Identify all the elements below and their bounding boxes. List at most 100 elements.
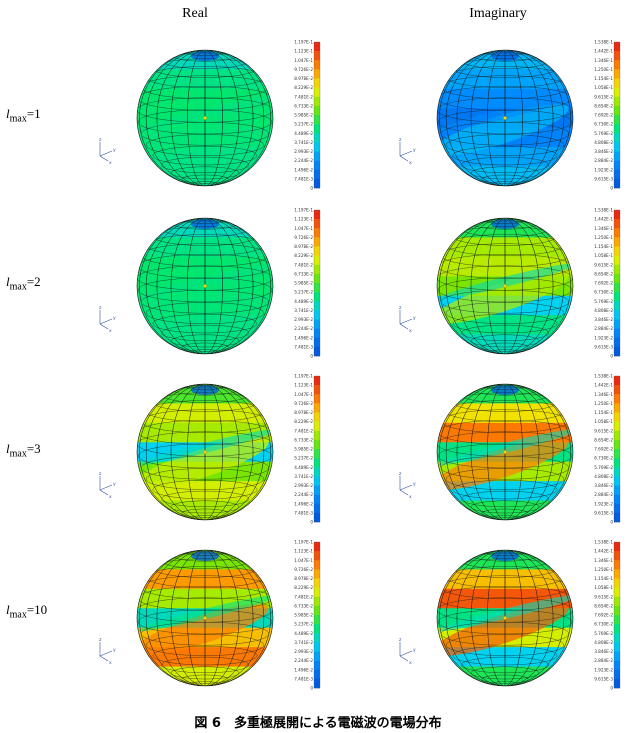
axis-triad: z y x	[99, 306, 116, 334]
colorbar-segment	[314, 169, 320, 180]
grid-line	[452, 146, 558, 166]
sphere-surface	[437, 218, 573, 354]
colorbar-segment	[614, 476, 620, 486]
colorbar-tick-label: 7.481E-3	[294, 676, 313, 681]
field-band	[137, 69, 273, 90]
grid-line	[452, 480, 558, 500]
colorbar-segment	[314, 328, 320, 339]
row-label-symbol: l	[6, 441, 10, 456]
grid-line	[145, 550, 265, 686]
grid-line	[170, 550, 240, 686]
grid-line	[437, 443, 573, 469]
colorbar-tick-label: 9.726E-2	[294, 401, 313, 406]
colorbar-segment	[314, 105, 320, 116]
axis-label-x: x	[409, 329, 412, 334]
colorbar-tick-label: 0	[610, 354, 613, 359]
colorbar-tick-label: 7.692E-2	[594, 447, 613, 452]
colorbar-segment	[314, 310, 320, 320]
axis-label-z: z	[399, 138, 402, 143]
grid-line	[470, 218, 540, 354]
colorbar-segment	[614, 633, 620, 643]
colorbar-tick-label: 1.538E-1	[594, 540, 613, 545]
colorbar-tick-label: 9.615E-3	[594, 344, 613, 349]
colorbar-tick-label: 9.615E-2	[594, 94, 613, 99]
colorbar-tick-label: 1.197E-1	[294, 374, 313, 379]
axis-label-y: y	[113, 648, 116, 653]
colorbar-tick-label: 5.985E-2	[294, 613, 313, 618]
grid-line	[193, 384, 217, 386]
colorbar-tick-label: 1.123E-1	[294, 549, 313, 554]
colorbar-tick-label: 6.733E-2	[294, 603, 313, 608]
colorbar-segment	[314, 578, 320, 588]
colorbar-segment	[614, 494, 620, 505]
grid-line	[481, 342, 529, 352]
grid-line	[170, 384, 240, 520]
center-marker	[503, 116, 507, 120]
row-label-3: lmax=3	[6, 441, 41, 460]
axis-triad: z y x	[399, 306, 416, 334]
colorbar-segment	[314, 439, 320, 450]
colorbar-tick-label: 1.123E-1	[294, 217, 313, 222]
colorbar-segment	[614, 485, 620, 495]
grid-line	[481, 174, 529, 184]
grid-line	[493, 50, 517, 52]
grid-line	[437, 109, 573, 135]
colorbar-tick-label: 1.346E-1	[594, 226, 613, 231]
grid-line	[493, 218, 517, 220]
colorbar-segment	[314, 385, 320, 395]
colorbar-tick-label: 1.058E-1	[594, 253, 613, 258]
colorbar-segment	[314, 467, 320, 477]
colorbar-tick-label: 1.250E-1	[594, 67, 613, 72]
colorbar-segment	[314, 124, 320, 134]
sphere-outline	[436, 383, 574, 521]
colorbar-tick-label: 3.741E-2	[294, 640, 313, 645]
grid-line	[181, 508, 229, 518]
colorbar-segment	[314, 319, 320, 329]
colorbar-tick-label: 1.346E-1	[594, 558, 613, 563]
colorbar-tick-label: 4.808E-2	[594, 308, 613, 313]
colorbar-segment	[614, 569, 620, 579]
colorbar-segment	[614, 255, 620, 266]
colorbar-segment	[314, 669, 320, 680]
center-marker	[503, 616, 507, 620]
colorbar-tick-label: 3.741E-2	[294, 308, 313, 313]
grid-line	[470, 500, 540, 514]
colorbar-segment	[314, 560, 320, 570]
field-band	[191, 551, 219, 561]
grid-line	[156, 50, 254, 186]
colorbar-tick-label: 1.250E-1	[594, 567, 613, 572]
colorbar-segment	[614, 151, 620, 161]
field-band	[438, 595, 573, 632]
colorbar-segment	[314, 96, 320, 107]
colorbar-tick-label: 2.884E-2	[594, 158, 613, 163]
row-label-value: =10	[26, 602, 48, 617]
row-label-symbol: l	[6, 274, 10, 289]
colorbar-segment	[614, 551, 620, 561]
colorbar-segment	[314, 264, 320, 275]
colorbar-segment	[314, 615, 320, 625]
row-label-value: =1	[26, 106, 41, 121]
grid-line	[170, 218, 240, 354]
colorbar-tick-label: 7.481E-2	[294, 262, 313, 267]
row-label-4: lmax=10	[6, 602, 47, 621]
colorbar-tick-label: 8.229E-2	[294, 419, 313, 424]
colorbar-segment	[614, 458, 620, 468]
colorbar-segment	[314, 587, 320, 598]
sphere-surface	[437, 550, 573, 686]
grid-line	[156, 218, 254, 354]
axis-label-y: y	[113, 482, 116, 487]
colorbar-segment	[314, 228, 320, 238]
grid-line	[445, 468, 565, 490]
grid-line	[152, 480, 258, 500]
center-marker	[203, 616, 207, 620]
colorbar-segment	[614, 615, 620, 625]
grid-line	[461, 156, 549, 173]
grid-line	[139, 384, 271, 520]
colorbar-tick-label: 6.730E-2	[594, 122, 613, 127]
colorbar-segment	[614, 337, 620, 348]
axis-label-z: z	[399, 638, 402, 643]
axis-label-y: y	[413, 316, 416, 321]
grid-line	[139, 218, 271, 354]
colorbar-tick-label: 6.733E-2	[294, 437, 313, 442]
colorbar-segment	[614, 124, 620, 134]
